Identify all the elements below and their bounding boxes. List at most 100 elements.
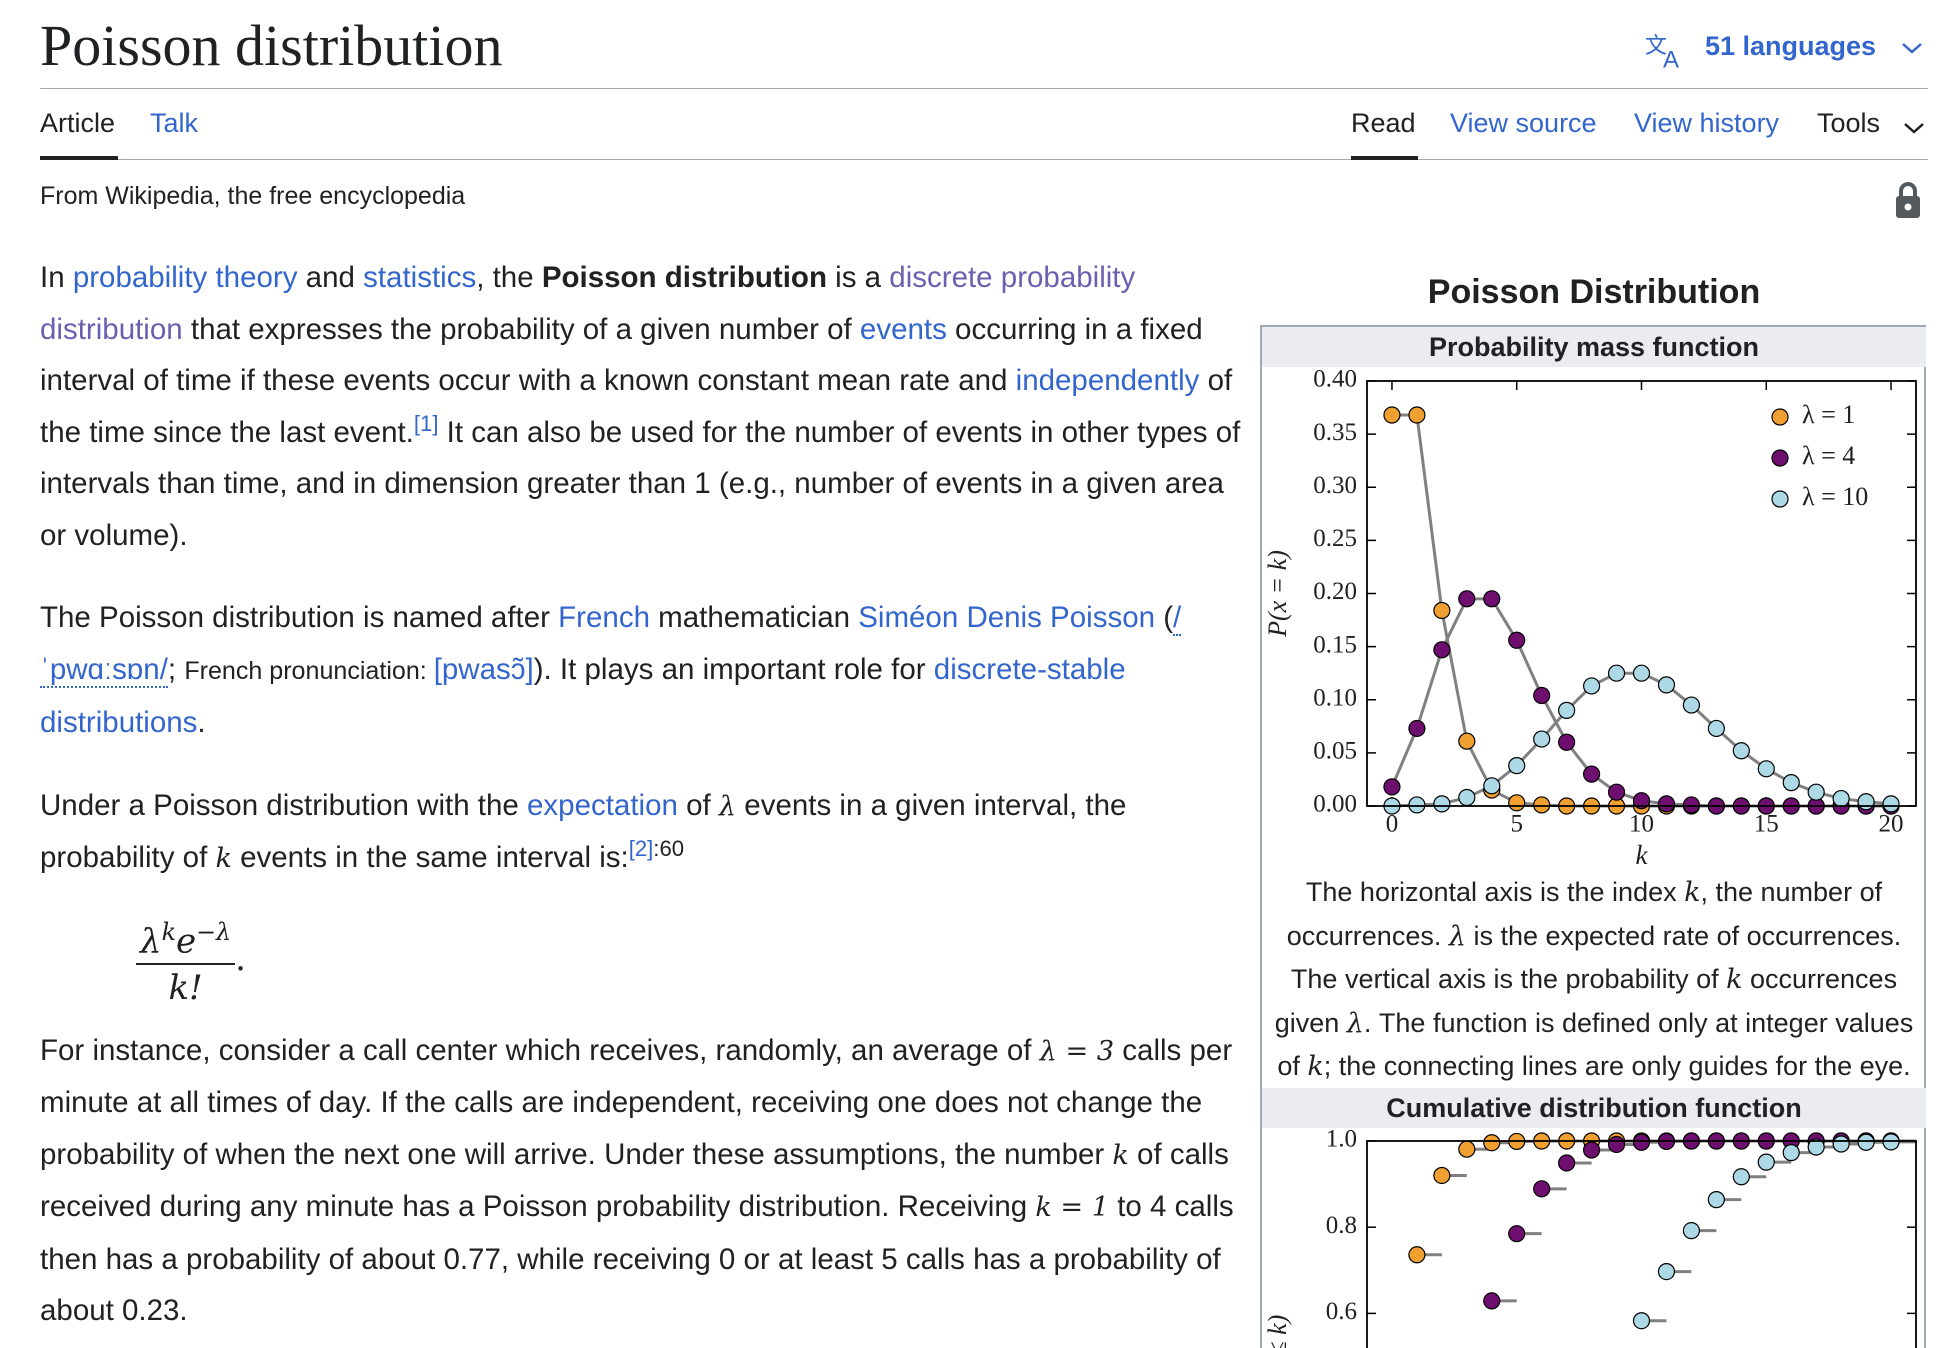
plain-text: ; the connecting lines are only guides f… bbox=[1323, 1051, 1911, 1081]
plain-text: of the time since the last event. bbox=[40, 364, 1233, 449]
plain-text: For instance, consider a call center whi… bbox=[40, 1033, 1040, 1067]
link-text[interactable]: [pwasɔ̃] bbox=[433, 652, 534, 686]
y-axis-label: P(x ≤ k) bbox=[1263, 1315, 1292, 1348]
italic-text: k bbox=[1112, 1139, 1129, 1171]
point bbox=[1533, 1180, 1551, 1198]
point bbox=[1657, 795, 1676, 813]
link-text[interactable]: expectation bbox=[527, 788, 678, 822]
point bbox=[1832, 1135, 1850, 1153]
plain-text: It can also be used for the number of ev… bbox=[40, 415, 1241, 552]
chevron bbox=[1902, 43, 1922, 54]
link-text[interactable]: events bbox=[859, 312, 947, 346]
sup-link-text[interactable]: [2] bbox=[628, 836, 654, 862]
plain-text: ). It plays an important role for bbox=[533, 652, 934, 686]
visited-text[interactable]: discrete probability distribution bbox=[40, 261, 1136, 346]
tab[interactable]: Article bbox=[40, 108, 116, 138]
plain-text: occurrences given bbox=[1274, 964, 1898, 1038]
plain-text: is a bbox=[826, 261, 890, 294]
link-text[interactable]: French bbox=[558, 601, 650, 634]
language-icon[interactable]: 文 A bbox=[1643, 33, 1687, 71]
plain-text: ; bbox=[167, 652, 185, 686]
point bbox=[1757, 1153, 1775, 1171]
y-tick-label: 0.40 bbox=[1313, 366, 1357, 393]
point bbox=[1458, 788, 1476, 807]
plain-text: that expresses the probability of a give… bbox=[182, 312, 860, 346]
plain-text: of bbox=[677, 788, 719, 822]
point bbox=[1483, 777, 1501, 795]
y-axis-label: P(x = k) bbox=[1263, 550, 1292, 638]
formula: λke−λ k! . bbox=[136, 910, 1242, 1011]
y-tick-label: 0.00 bbox=[1313, 791, 1357, 818]
point bbox=[1533, 796, 1551, 814]
plain-text: The horizontal axis is the index bbox=[1305, 877, 1685, 907]
point bbox=[1458, 590, 1476, 608]
x-tick-label: 10 bbox=[1629, 811, 1654, 838]
italic-text: λ = 3 bbox=[1039, 1035, 1115, 1067]
point bbox=[1657, 676, 1676, 694]
point bbox=[1433, 1166, 1451, 1185]
point bbox=[1558, 733, 1576, 751]
tab[interactable]: Tools bbox=[1817, 108, 1881, 138]
link-text[interactable]: probability theory bbox=[72, 261, 298, 294]
infobox-header: Cumulative distribution function bbox=[1262, 1088, 1926, 1128]
y-tick-label: 1.0 bbox=[1326, 1126, 1357, 1153]
languages-button[interactable]: 51 languages bbox=[1705, 31, 1877, 61]
formula-text: k bbox=[161, 917, 176, 946]
lock-icon bbox=[1896, 182, 1920, 218]
y-tick-label: 0.6 bbox=[1326, 1298, 1357, 1325]
x-tick-label: 20 bbox=[1879, 811, 1904, 838]
article-body: In probability theory and statistics, th… bbox=[40, 252, 1242, 1348]
point bbox=[1582, 677, 1601, 695]
tab[interactable]: View history bbox=[1634, 108, 1780, 138]
plain-text: of calls received during any minute has … bbox=[40, 1137, 1229, 1224]
link-text[interactable]: independently bbox=[1015, 364, 1200, 397]
point bbox=[1458, 1140, 1476, 1158]
page-title: Poisson distribution bbox=[40, 13, 503, 78]
numerator: λke−λ bbox=[136, 910, 235, 963]
point bbox=[1857, 793, 1875, 811]
plain-text: calls per minute at all times of day. If… bbox=[40, 1033, 1233, 1171]
title-rule bbox=[40, 88, 1928, 89]
plain-text: . bbox=[197, 706, 206, 739]
point bbox=[1607, 664, 1626, 682]
point bbox=[1707, 719, 1725, 738]
link-text[interactable]: statistics bbox=[363, 261, 477, 294]
axes-frame bbox=[1366, 1140, 1917, 1348]
sup-link-text[interactable]: [1] bbox=[413, 410, 439, 436]
point bbox=[1458, 732, 1476, 750]
point bbox=[1607, 1135, 1626, 1154]
infobox-caption: The horizontal axis is the index k, the … bbox=[1262, 871, 1926, 1089]
italic-text: k bbox=[1684, 877, 1701, 908]
tab[interactable]: Read bbox=[1351, 108, 1416, 138]
point bbox=[1832, 789, 1850, 808]
y-tick-label: 0.05 bbox=[1313, 738, 1357, 765]
tab[interactable]: Talk bbox=[150, 108, 199, 138]
formula-text: e bbox=[175, 920, 197, 961]
point bbox=[1508, 794, 1526, 812]
ipa-text[interactable]: /ˈpwɑːsɒn/ bbox=[40, 601, 1182, 688]
y-tick-label: 0.30 bbox=[1313, 472, 1357, 499]
legend-marker bbox=[1771, 408, 1789, 426]
point bbox=[1632, 792, 1651, 810]
tab[interactable]: View source bbox=[1450, 108, 1597, 138]
link-text[interactable]: Siméon Denis Poisson bbox=[858, 601, 1156, 634]
point bbox=[1657, 1262, 1676, 1281]
plain-text: . The function is defined only at intege… bbox=[1277, 1007, 1914, 1082]
link-text[interactable]: discrete-stable distributions bbox=[40, 652, 1126, 740]
point bbox=[1632, 664, 1651, 682]
point bbox=[1757, 760, 1775, 778]
point bbox=[1483, 590, 1501, 608]
plain-text: , the bbox=[476, 261, 542, 294]
point bbox=[1807, 783, 1825, 801]
legend-marker bbox=[1771, 490, 1789, 508]
x-axis-label: k bbox=[1636, 840, 1649, 870]
icon-glyph: A bbox=[1663, 46, 1679, 71]
point bbox=[1533, 730, 1551, 748]
point bbox=[1857, 1133, 1875, 1151]
italic-text: k bbox=[1726, 964, 1743, 995]
axes-frame bbox=[1366, 380, 1917, 807]
y-tick-label: 0.25 bbox=[1313, 525, 1357, 552]
point bbox=[1408, 1246, 1426, 1264]
point bbox=[1632, 1312, 1651, 1330]
